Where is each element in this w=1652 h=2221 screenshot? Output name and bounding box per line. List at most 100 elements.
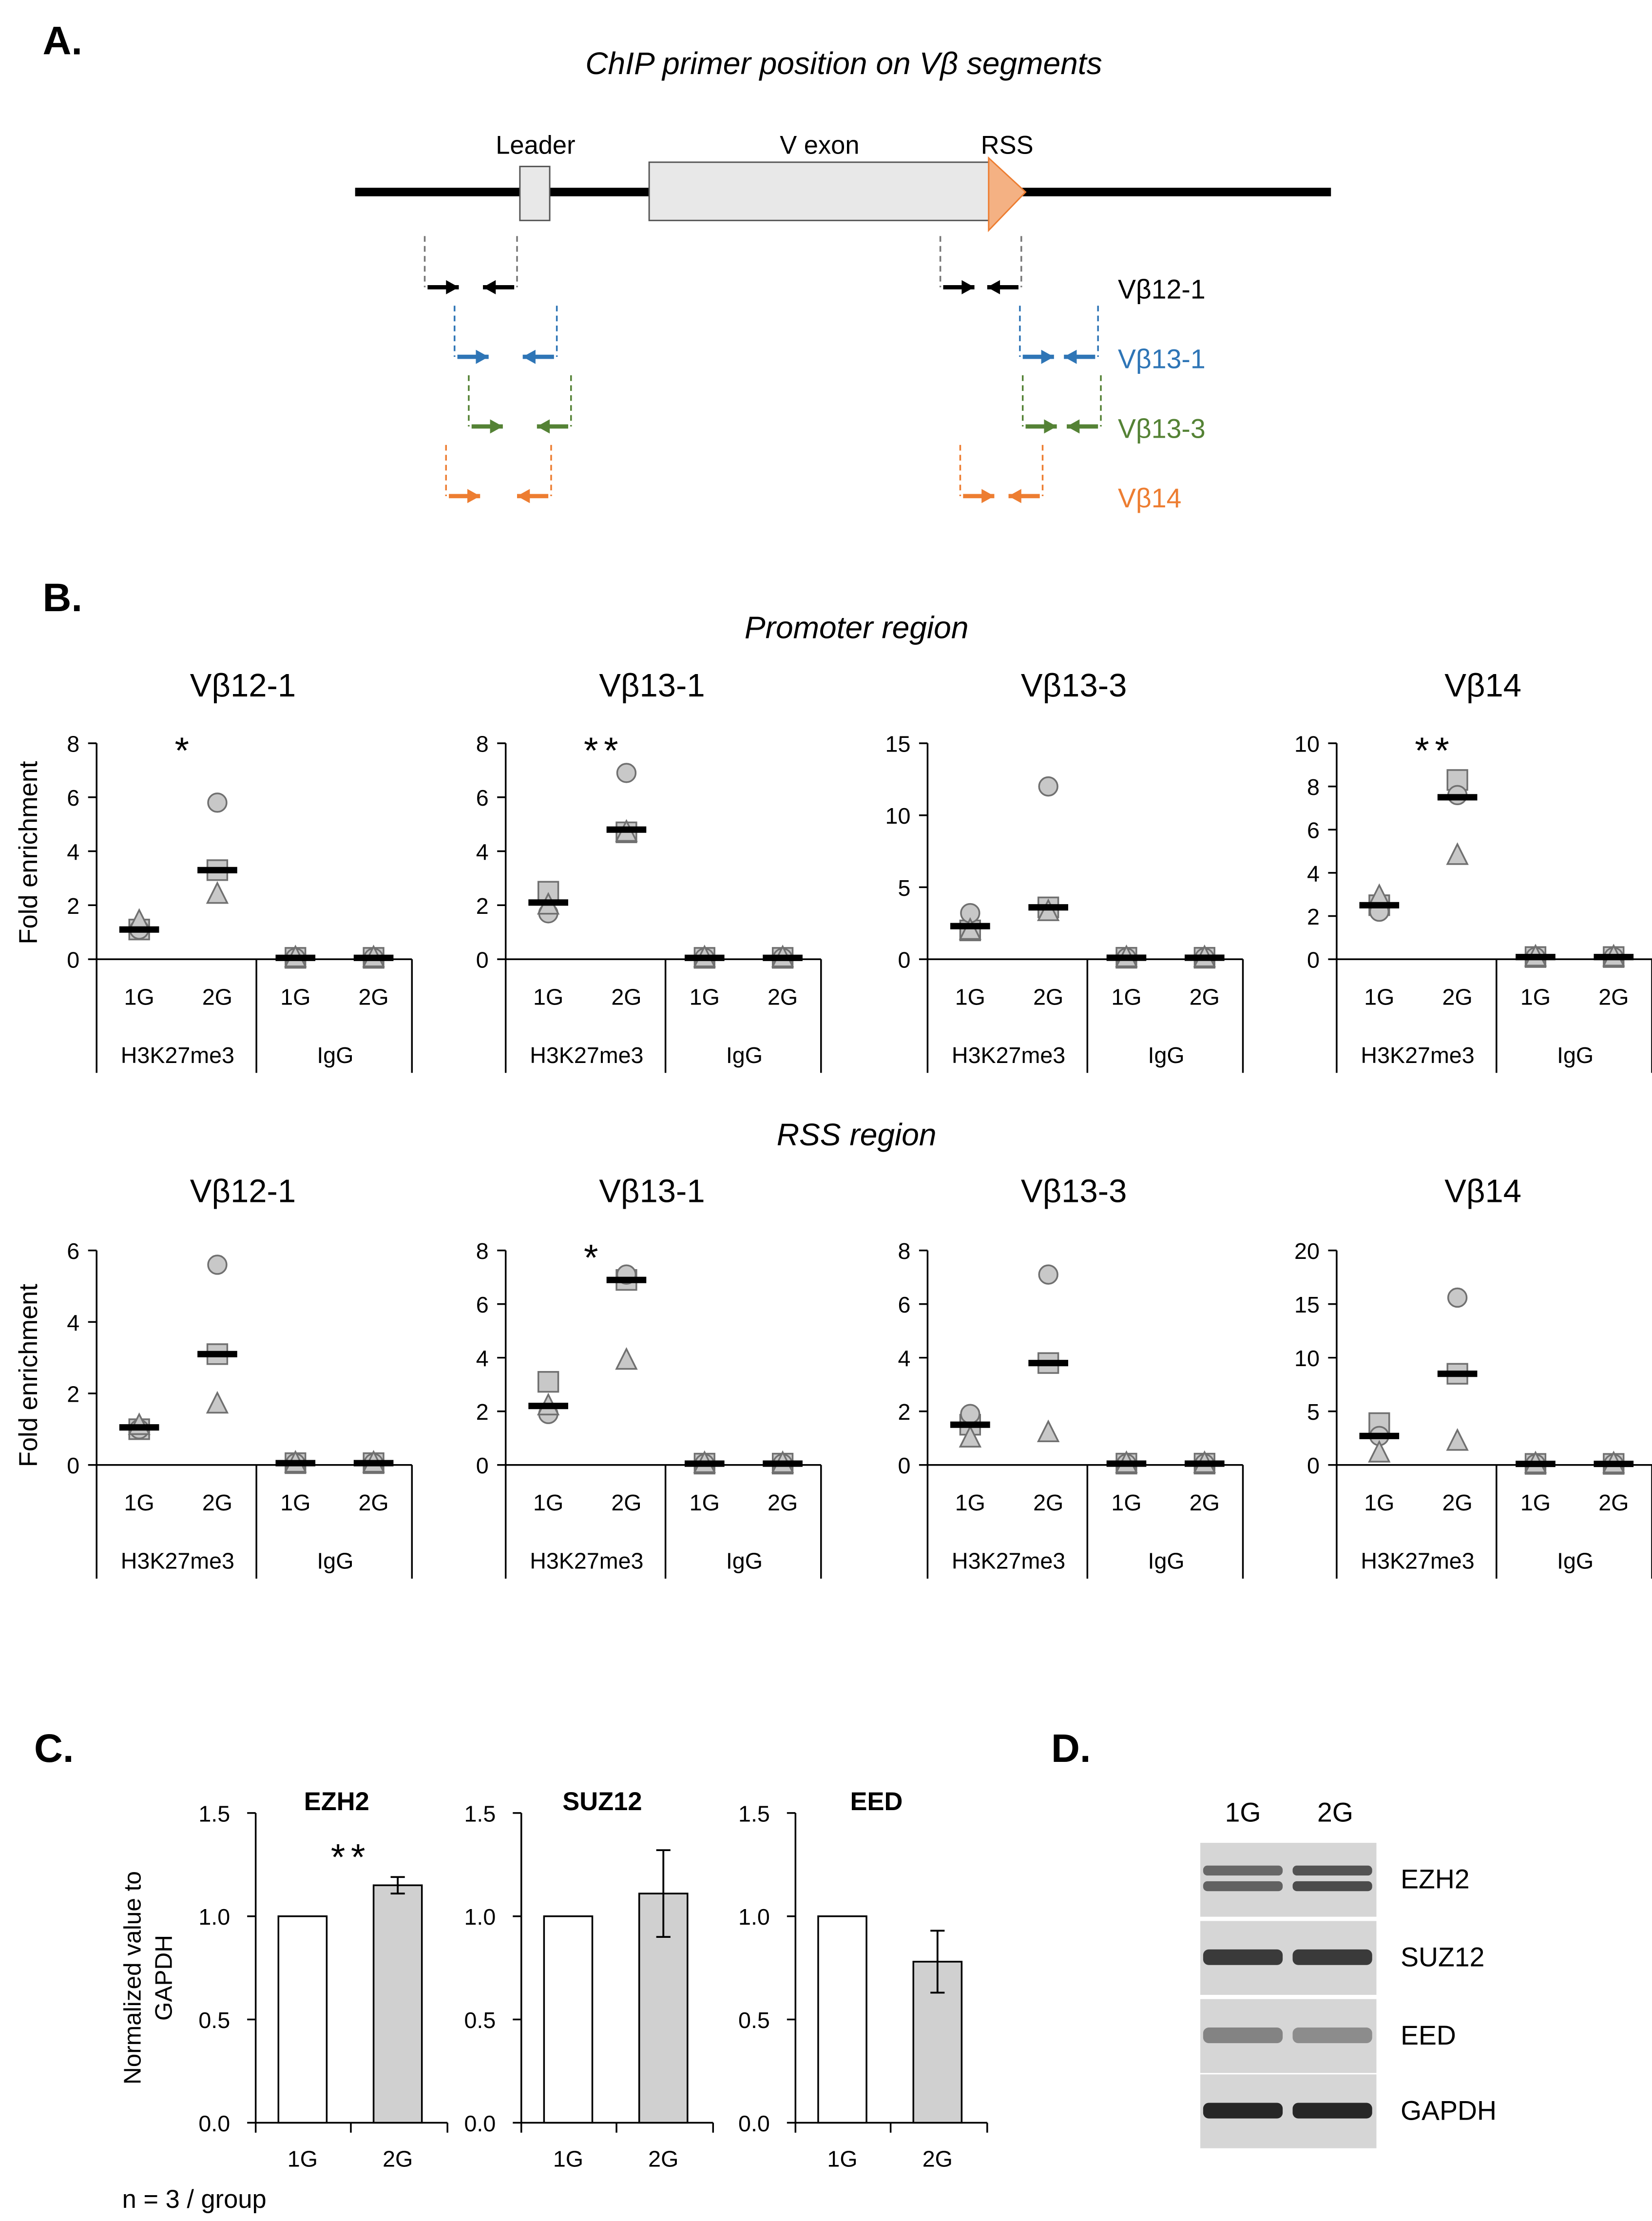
significance-marker: ** [331, 1837, 371, 1878]
chart-title: Vβ14 [1444, 1173, 1521, 1210]
panel-a-title: ChIP primer position on Vβ segments [585, 46, 1102, 81]
x-tick-label: 1G [690, 1490, 720, 1515]
y-tick-label: 1.0 [464, 1904, 496, 1930]
x-tick-label: 1G [1111, 984, 1141, 1009]
point-circle [960, 1404, 980, 1424]
y-tick-label: 8 [67, 731, 79, 756]
point-circle [1447, 1287, 1468, 1308]
band-upper [1292, 1865, 1372, 1876]
y-tick-label: 4 [67, 1310, 79, 1335]
x-tick-label: 2G [611, 1490, 641, 1515]
x-tick-label: 2G [202, 1490, 232, 1515]
x-tick-label: 1G [1520, 1490, 1551, 1515]
group-label: H3K27me3 [530, 1043, 643, 1068]
x-tick-label: 2G [1442, 984, 1473, 1009]
y-tick-label: 0 [476, 1453, 489, 1478]
y-tick-label: 4 [67, 839, 79, 865]
x-tick-label: 1G [1111, 1490, 1141, 1515]
point-triangle [1446, 842, 1469, 865]
primer-rev-1-rss-head [1064, 349, 1077, 364]
blot-strip-gapdh [1200, 2074, 1377, 2148]
y-tick-label: 10 [1294, 731, 1320, 756]
chart-title: Vβ12-1 [190, 667, 296, 704]
x-tick-label: 1G [1520, 984, 1551, 1009]
group-label: H3K27me3 [1361, 1548, 1474, 1574]
band [1203, 2028, 1283, 2044]
primer-fwd-1-rss-head [1041, 349, 1054, 364]
scatter-panels: Vβ12-1 0 2 4 6 8 1G 2G 1G 2G H3K27me3 IgG * Vβ13-1 0 2 4… [67, 667, 1652, 1579]
x-tick-label: 2G [648, 2146, 678, 2172]
y-tick-label: 8 [476, 1238, 489, 1264]
y-tick-label: 1.5 [738, 1801, 770, 1826]
primer-fwd-1-prom-head [476, 349, 489, 364]
x-tick-label: 2G [1442, 1490, 1473, 1515]
chart-title: Vβ13-1 [599, 667, 705, 704]
group-label: H3K27me3 [530, 1548, 643, 1574]
rss-region-title: RSS region [777, 1117, 937, 1152]
x-tick-label: 1G [280, 1490, 310, 1515]
band [1292, 2028, 1372, 2044]
point-circle [1038, 1264, 1058, 1285]
primer-fwd-2-rss-head [1044, 419, 1057, 434]
point-triangle [615, 1347, 638, 1370]
chart-title: EZH2 [304, 1788, 369, 1816]
x-tick-label: 1G [124, 1490, 154, 1515]
significance-marker: ** [584, 730, 624, 772]
primer-diagram [423, 236, 1102, 503]
band [1203, 1949, 1283, 1965]
promoter-ylabel: Fold enrichment [15, 761, 43, 945]
y-tick-label: 6 [67, 1238, 79, 1264]
x-tick-label: 2G [768, 984, 798, 1009]
vexon-box [648, 161, 991, 221]
blot-strip-ezh2 [1200, 1843, 1377, 1917]
y-tick-label: 0.5 [738, 2008, 770, 2033]
primer-rev-0-prom-head [483, 280, 496, 294]
group-label: IgG [1148, 1043, 1185, 1068]
significance-marker: * [584, 1237, 604, 1278]
panel-c-ylabel-line2: GAPDH [150, 1935, 177, 2021]
blot-label-ezh2: EZH2 [1401, 1864, 1470, 1894]
x-tick-label: 1G [533, 1490, 563, 1515]
y-tick-label: 4 [476, 839, 489, 865]
x-tick-label: 2G [383, 2146, 413, 2172]
y-tick-label: 10 [885, 803, 911, 829]
band-upper [1203, 1865, 1283, 1876]
scatter-chart-rss-vb13-1: Vβ13-1 0 2 4 6 8 1G 2G 1G 2G H3K27me3 IgG * [476, 1173, 822, 1579]
y-tick-label: 0.0 [464, 2111, 496, 2136]
y-tick-label: 6 [476, 1292, 489, 1317]
blot-background [1200, 1843, 1377, 1917]
primer-rev-3-prom-head [517, 489, 530, 503]
bar-1G [277, 1915, 328, 2124]
panel-label-d: D. [1051, 1726, 1091, 1771]
point-circle [616, 763, 637, 783]
y-tick-label: 6 [898, 1292, 910, 1317]
chart-title: Vβ13-3 [1021, 1173, 1127, 1210]
rss-label: RSS [981, 131, 1034, 159]
y-tick-label: 4 [898, 1346, 910, 1371]
panel-c-ylabel-line1: Normalized value to [119, 1871, 146, 2085]
y-tick-label: 15 [885, 731, 911, 756]
scatter-chart-prom-vb13-3: Vβ13-3 0 5 10 15 1G 2G 1G 2G H3K27me3 IgG [885, 667, 1244, 1073]
primer-fwd-2-prom-head [490, 419, 503, 434]
x-tick-label: 1G [955, 1490, 985, 1515]
group-label: H3K27me3 [121, 1043, 234, 1068]
bar-1G [543, 1915, 594, 2124]
group-label: IgG [317, 1043, 353, 1068]
y-tick-label: 5 [898, 875, 910, 901]
chart-title: Vβ12-1 [190, 1173, 296, 1210]
sample-size-note: n = 3 / group [122, 2185, 267, 2214]
blot-strip-suz12 [1200, 1921, 1377, 1995]
y-tick-label: 2 [1307, 904, 1320, 929]
point-triangle [206, 1391, 229, 1414]
scatter-chart-rss-vb14: Vβ14 0 5 10 15 20 1G 2G 1G 2G H3K27me3 IgG [1294, 1173, 1652, 1579]
x-tick-label: 1G [1364, 1490, 1394, 1515]
promoter-region-title: Promoter region [745, 610, 969, 645]
y-tick-label: 8 [1307, 774, 1320, 800]
y-tick-label: 6 [1307, 818, 1320, 843]
segment-label-vb12-1: Vβ12-1 [1118, 274, 1206, 305]
x-tick-label: 2G [202, 984, 232, 1009]
group-label: H3K27me3 [1361, 1043, 1474, 1068]
band [1292, 1949, 1372, 1965]
y-tick-label: 15 [1294, 1292, 1320, 1317]
